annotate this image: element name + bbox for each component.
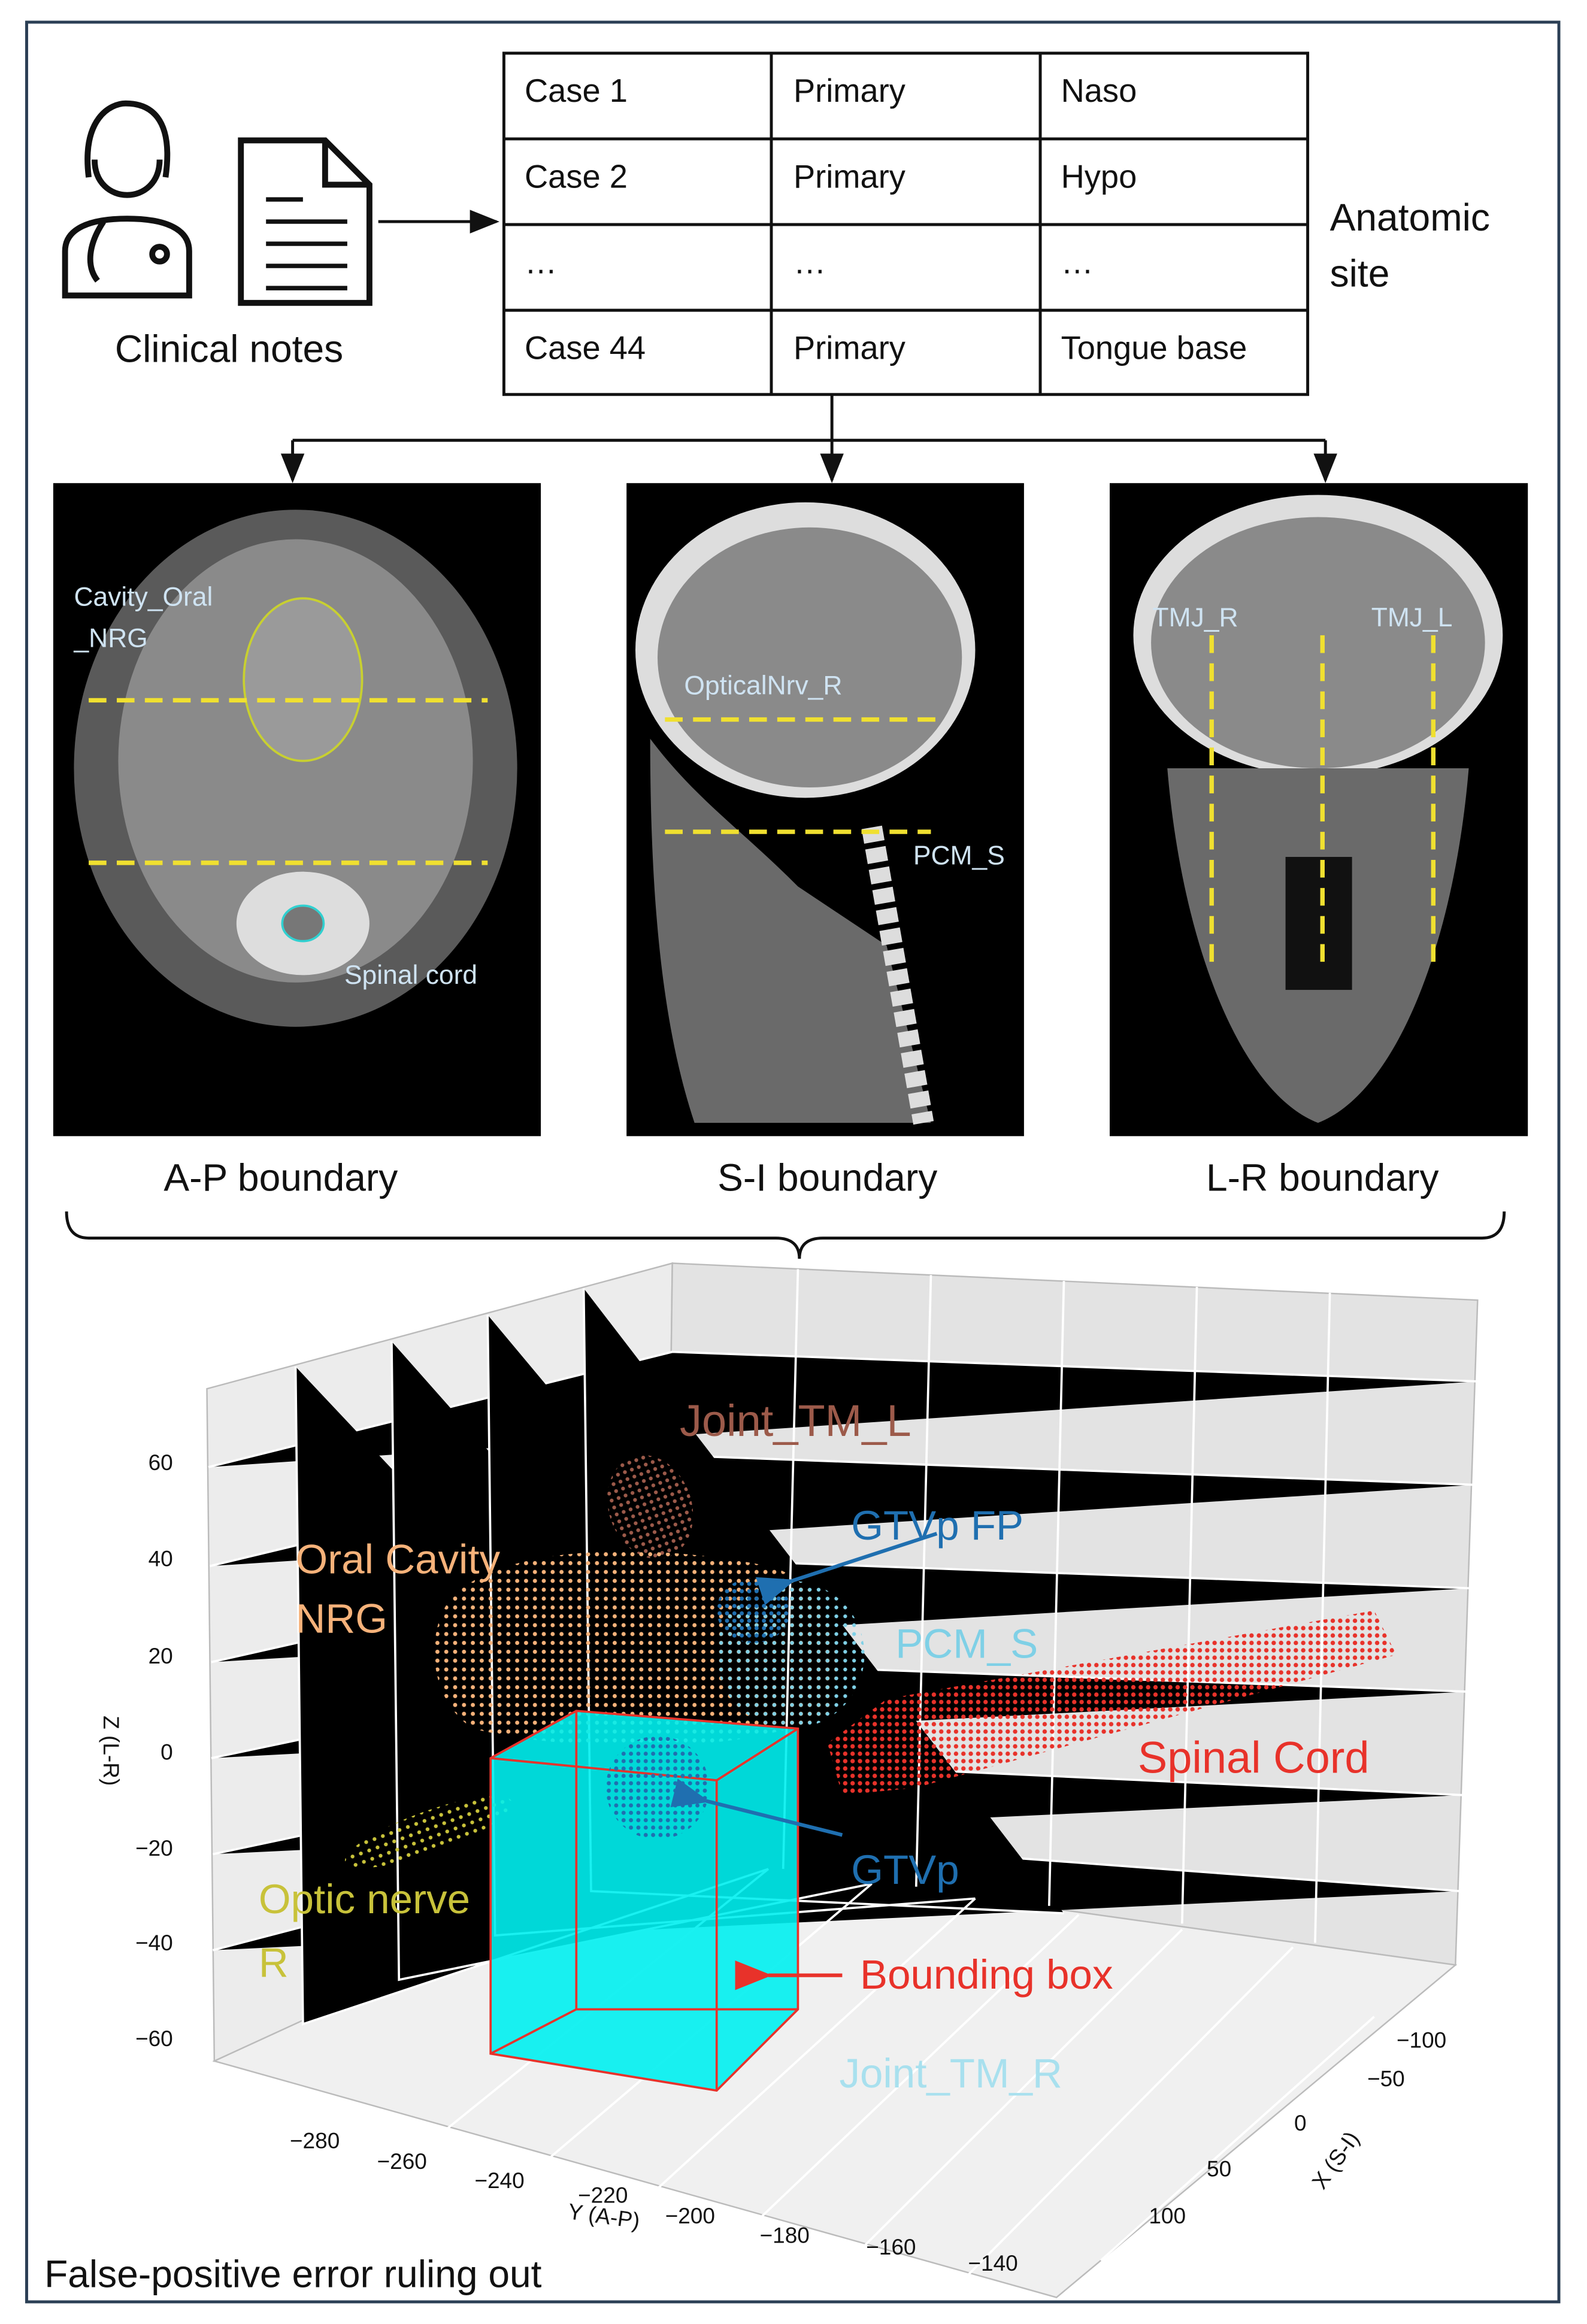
- side-label: Anatomic: [1330, 196, 1490, 239]
- table-cell: Naso: [1061, 72, 1137, 109]
- bounding-box: [489, 1710, 799, 2092]
- plot-label: Spinal Cord: [1138, 1733, 1370, 1783]
- y-tick-label: −160: [866, 2235, 916, 2259]
- x-tick-label: 50: [1207, 2156, 1231, 2181]
- y-tick-label: −240: [474, 2168, 524, 2193]
- table-cell: Primary: [793, 330, 906, 366]
- notes-label: Clinical notes: [115, 327, 343, 370]
- ct-label: PCM_S: [913, 841, 1005, 870]
- frame: [25, 20, 1561, 2304]
- ct-label: TMJ_R: [1153, 603, 1238, 632]
- z-tick-label: −40: [135, 1931, 173, 1955]
- table: [502, 51, 1310, 396]
- ct-coronal: [1109, 483, 1528, 1137]
- table-cell: Primary: [793, 158, 906, 195]
- x-tick-label: −100: [1397, 2028, 1446, 2053]
- plot-label: Bounding box: [860, 1951, 1113, 1998]
- plot-label: R: [259, 1939, 289, 1986]
- doctor-icon: [62, 100, 192, 299]
- x-tick-label: 100: [1149, 2204, 1186, 2228]
- ct-axial: [53, 483, 541, 1137]
- z-tick-label: 40: [149, 1546, 173, 1571]
- plot-label: NRG: [296, 1595, 388, 1641]
- caption: A-P boundary: [163, 1156, 398, 1199]
- x-tick-label: 0: [1294, 2111, 1307, 2135]
- document-icon: [238, 137, 372, 306]
- plot-label: PCM_S: [895, 1620, 1038, 1667]
- plot-label: GTVp: [851, 1846, 959, 1893]
- z-tick-label: 60: [149, 1450, 173, 1475]
- table-cell: Tongue base: [1061, 330, 1247, 366]
- ct-label: OpticalNrv_R: [684, 671, 842, 701]
- table-cell: Case 2: [525, 158, 628, 195]
- point-clouds: [344, 1455, 1397, 1868]
- plot-label: Optic nerve: [259, 1875, 470, 1922]
- plot-label: GTVp FP: [851, 1502, 1023, 1549]
- table-cell: Primary: [793, 72, 906, 109]
- y-tick-label: −260: [377, 2149, 427, 2174]
- table-cell: Case 1: [525, 72, 628, 109]
- ct-label: Cavity_Oral: [74, 583, 213, 612]
- table-cell: Hypo: [1061, 158, 1137, 195]
- y-tick-label: −140: [968, 2251, 1017, 2275]
- table-cell: Case 44: [525, 330, 646, 366]
- brace: [65, 1211, 1506, 1259]
- z-tick-label: 20: [149, 1644, 173, 1668]
- table-cell: …: [1061, 244, 1094, 280]
- caption: L-R boundary: [1206, 1156, 1439, 1199]
- arrow: [756, 1532, 938, 1605]
- y-tick-label: −280: [290, 2128, 340, 2153]
- side-label: site: [1330, 252, 1390, 295]
- table-cell: …: [793, 244, 826, 280]
- axis-label: X (S-I): [1307, 2127, 1364, 2193]
- ct-sagittal: [626, 483, 1024, 1137]
- y-tick-label: −180: [760, 2223, 810, 2247]
- ct-label: Spinal cord: [344, 960, 477, 990]
- table-cell: …: [525, 244, 557, 280]
- arrow: [670, 1778, 843, 1837]
- connectors: [280, 394, 1337, 483]
- y-tick-label: −220: [578, 2183, 628, 2208]
- z-tick-label: 0: [160, 1740, 173, 1765]
- caption: S-I boundary: [717, 1156, 937, 1199]
- x-tick-label: −50: [1367, 2067, 1405, 2091]
- y-tick-label: −200: [665, 2204, 715, 2228]
- footer: False-positive error ruling out: [44, 2252, 542, 2295]
- z-tick-label: −20: [135, 1836, 173, 1861]
- axis-label: Z (L-R): [99, 1716, 123, 1786]
- plot-label: Oral Cavity: [296, 1536, 501, 1583]
- ct-label: _NRG: [73, 624, 147, 653]
- plot-label: Joint_TM_L: [680, 1396, 911, 1446]
- z-tick-label: −60: [135, 2026, 173, 2051]
- plot-label: Joint_TM_R: [839, 2050, 1062, 2096]
- ct-label: TMJ_L: [1371, 603, 1453, 632]
